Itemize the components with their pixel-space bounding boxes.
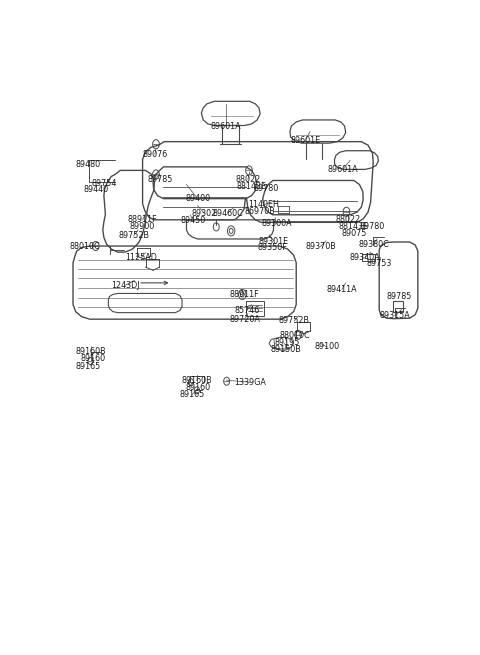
Text: 1140EH: 1140EH — [249, 200, 279, 209]
Text: 88143E: 88143E — [339, 222, 369, 231]
Text: 89160: 89160 — [186, 383, 211, 392]
Text: 89753: 89753 — [367, 259, 392, 268]
Text: 85746: 85746 — [234, 306, 259, 315]
Text: 88022: 88022 — [235, 175, 261, 184]
Text: 89754: 89754 — [92, 179, 117, 187]
Text: 89900: 89900 — [130, 223, 155, 231]
Text: 88911F: 88911F — [128, 215, 157, 224]
Text: 89340A: 89340A — [350, 253, 380, 262]
Text: 89752B: 89752B — [279, 316, 310, 325]
Text: 86970B: 86970B — [245, 207, 276, 215]
Text: 89752B: 89752B — [118, 231, 149, 240]
Text: 89195: 89195 — [274, 338, 300, 347]
Text: 89601E: 89601E — [290, 136, 321, 145]
Text: 89720A: 89720A — [229, 314, 260, 324]
Text: 89785: 89785 — [147, 175, 172, 184]
Text: 88143E: 88143E — [237, 181, 267, 191]
Text: 89601A: 89601A — [327, 165, 358, 174]
Text: 89302: 89302 — [192, 209, 217, 217]
Text: 89165: 89165 — [75, 362, 100, 371]
Text: 89150B: 89150B — [271, 345, 301, 354]
Text: 89400: 89400 — [185, 194, 210, 203]
Text: 89160: 89160 — [81, 354, 106, 363]
Text: 88911F: 88911F — [230, 290, 259, 299]
Text: 89480: 89480 — [75, 160, 100, 169]
Text: 89370B: 89370B — [305, 242, 336, 251]
Text: 89315A: 89315A — [379, 311, 410, 320]
Text: 88022: 88022 — [336, 215, 361, 224]
Text: 89380C: 89380C — [358, 240, 389, 248]
Text: 89160B: 89160B — [181, 376, 212, 384]
Text: 89780: 89780 — [360, 223, 385, 231]
Text: 89160B: 89160B — [75, 347, 106, 356]
Text: 89601A: 89601A — [210, 122, 241, 131]
Text: 1125AD: 1125AD — [125, 253, 157, 262]
Text: 89450: 89450 — [180, 216, 206, 225]
Text: 1243DJ: 1243DJ — [111, 281, 139, 290]
Text: 1339GA: 1339GA — [234, 378, 265, 386]
Text: 89300A: 89300A — [261, 219, 292, 229]
Text: 89411A: 89411A — [327, 285, 357, 294]
Text: 89301E: 89301E — [259, 236, 289, 246]
Text: 89100: 89100 — [314, 343, 340, 352]
Text: 89780: 89780 — [253, 183, 279, 193]
Text: 88010C: 88010C — [70, 242, 101, 251]
Text: 89350F: 89350F — [258, 243, 288, 252]
Text: 89075: 89075 — [341, 229, 367, 238]
Text: 89460C: 89460C — [212, 209, 243, 217]
Text: 88010C: 88010C — [279, 331, 310, 341]
Text: 89440: 89440 — [84, 185, 109, 194]
Text: 89076: 89076 — [142, 150, 168, 159]
Text: 89165: 89165 — [180, 390, 204, 400]
Text: 89785: 89785 — [386, 293, 412, 301]
